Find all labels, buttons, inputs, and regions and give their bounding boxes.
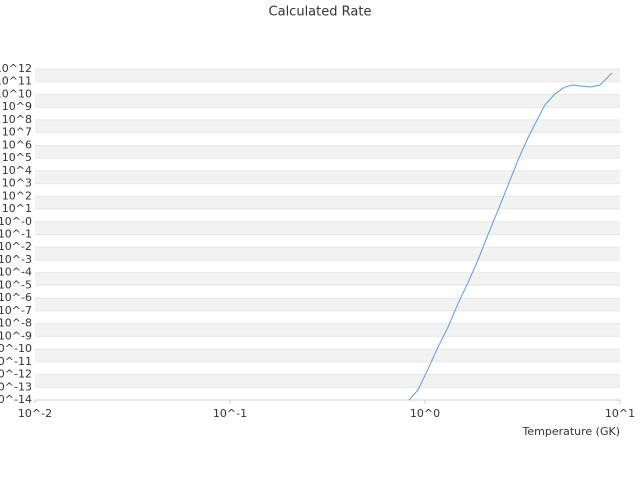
x-axis-label: Temperature (GK) <box>522 425 621 438</box>
grid-band <box>35 298 620 311</box>
x-tick-label: 10^0 <box>410 407 440 420</box>
y-tick-label: 10^6 <box>2 138 32 151</box>
y-tick-label: 10^-2 <box>0 240 32 253</box>
grid-band <box>35 170 620 184</box>
chart-title: Calculated Rate <box>269 5 372 20</box>
y-tick-label: 10^2 <box>2 189 32 202</box>
y-tick-label: 10^-14 <box>0 393 32 406</box>
grid-band <box>35 323 620 337</box>
y-tick-label: 10^-1 <box>0 228 32 241</box>
x-tick-label: 10^-1 <box>213 407 247 420</box>
y-tick-label: 10^7 <box>2 126 32 139</box>
y-tick-label: 10^-0 <box>0 215 32 228</box>
y-tick-label: 10^-6 <box>0 291 32 304</box>
grid-band <box>35 196 620 210</box>
y-tick-label: 10^-7 <box>0 304 32 317</box>
grid-band <box>35 119 620 133</box>
x-tick-label: 10^1 <box>605 407 635 420</box>
y-tick-label: 10^12 <box>0 62 32 75</box>
grid-band <box>35 69 620 82</box>
grid-band <box>35 349 620 362</box>
y-tick-label: 10^-12 <box>0 368 32 381</box>
y-tick-label: 10^3 <box>2 177 32 190</box>
y-tick-label: 10^4 <box>2 164 32 177</box>
y-tick-label: 10^-5 <box>0 278 32 291</box>
grid-band <box>35 374 620 388</box>
y-tick-label: 10^1 <box>2 202 32 215</box>
grid-band <box>35 247 620 260</box>
y-tick-label: 10^11 <box>0 75 32 88</box>
series-line <box>408 72 613 401</box>
y-tick-label: 10^-9 <box>0 329 32 342</box>
y-tick-label: 10^-11 <box>0 355 32 368</box>
y-tick-label: 10^5 <box>2 151 32 164</box>
y-tick-label: 10^8 <box>2 113 32 126</box>
y-tick-label: 10^10 <box>0 87 32 100</box>
grid-band <box>35 145 620 159</box>
y-tick-label: 10^-10 <box>0 342 32 355</box>
x-tick-label: 10^-2 <box>18 407 52 420</box>
grid-band <box>35 94 620 108</box>
y-tick-label: 10^-4 <box>0 266 32 279</box>
grid-band <box>35 272 620 286</box>
grid-band <box>35 221 620 235</box>
y-tick-label: 10^-13 <box>0 380 32 393</box>
y-tick-label: 10^9 <box>2 100 32 113</box>
y-tick-label: 10^-8 <box>0 317 32 330</box>
y-tick-label: 10^-3 <box>0 253 32 266</box>
